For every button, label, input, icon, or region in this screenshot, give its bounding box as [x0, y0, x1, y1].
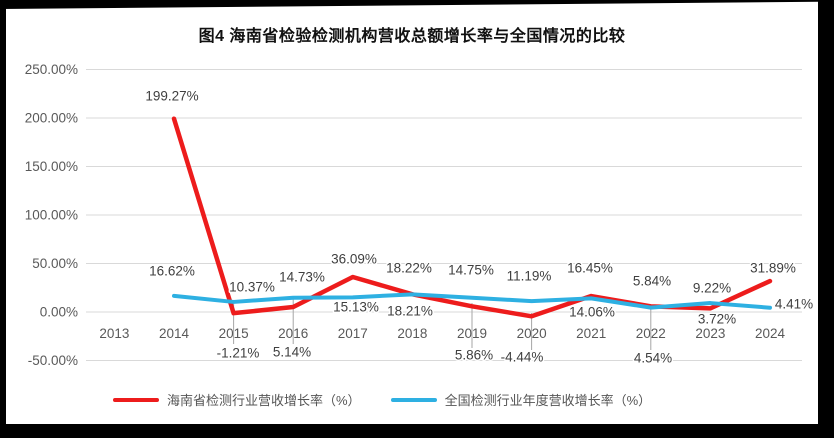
data-label: 14.06% — [569, 305, 615, 320]
data-label: 4.54% — [634, 351, 672, 366]
series-national-line — [172, 292, 772, 310]
data-label: 10.37% — [229, 280, 275, 295]
data-label: 14.73% — [279, 270, 325, 285]
chart-title: 图4 海南省检验检测机构营收总额增长率与全国情况的比较 — [198, 28, 626, 45]
data-label: 16.62% — [149, 264, 195, 279]
legend-swatch-national — [390, 397, 437, 402]
legend-swatch-hainan — [113, 397, 159, 402]
x-tick-label: 2014 — [159, 326, 190, 341]
x-tick-label: 2018 — [397, 326, 427, 341]
y-tick-label: 50.00% — [32, 256, 78, 271]
x-tick-label: 2024 — [755, 326, 786, 341]
data-label: 18.21% — [387, 304, 433, 319]
data-label: 9.22% — [693, 281, 731, 296]
data-label: 14.75% — [448, 263, 494, 278]
y-tick-label: 150.00% — [25, 159, 78, 174]
data-label: 5.84% — [633, 274, 671, 289]
data-label: 15.13% — [333, 300, 379, 315]
data-labels-national: 16.62% 10.37% 14.73% 15.13% 18.21% 14.75% 11.1… — [148, 261, 815, 367]
data-label: 11.19% — [507, 269, 552, 284]
y-tick-label: 250.00% — [25, 62, 78, 77]
leader-lines — [233, 296, 652, 350]
data-label: 31.89% — [750, 261, 796, 276]
gridlines — [86, 69, 802, 361]
data-labels-hainan: 199.27% -1.21% 5.14% 36.09% 18.22% 5.86% -4.44… — [144, 87, 798, 366]
frame-top-edge — [0, 0, 834, 9]
data-label: 36.09% — [331, 252, 377, 267]
legend-label-hainan: 海南省检测行业营收增长率（%） — [167, 393, 361, 408]
data-label: 5.14% — [273, 345, 311, 360]
x-tick-label: 2013 — [99, 326, 129, 341]
legend: 海南省检测行业营收增长率（%） 全国检测行业年度营收增长率（%） — [113, 390, 681, 409]
y-tick-label: 100.00% — [25, 208, 78, 223]
y-tick-label: -50.00% — [28, 353, 78, 368]
y-tick-label: 200.00% — [25, 111, 78, 126]
data-label: -4.44% — [501, 350, 544, 365]
data-label: 3.72% — [698, 312, 736, 327]
y-tick-label: 0.00% — [40, 305, 78, 320]
chart-page — [6, 0, 818, 424]
x-tick-label: 2021 — [576, 326, 606, 341]
data-label: 199.27% — [145, 89, 198, 104]
x-axis-labels: 2013 2014 2015 2016 2017 2018 2019 2020 2021 2022… — [99, 326, 785, 341]
x-tick-label: 2023 — [695, 326, 725, 341]
data-label: 4.41% — [775, 297, 813, 312]
legend-label-national: 全国检测行业年度营收增长率（%） — [444, 393, 652, 408]
x-tick-label: 2017 — [338, 326, 368, 341]
data-label: 5.86% — [455, 348, 493, 363]
data-label: 16.45% — [567, 261, 613, 276]
data-label: 18.22% — [386, 261, 432, 276]
data-label: -1.21% — [217, 346, 260, 361]
y-axis-labels: 250.00% 200.00% 150.00% 100.00% 50.00% 0.00% -… — [25, 62, 78, 368]
